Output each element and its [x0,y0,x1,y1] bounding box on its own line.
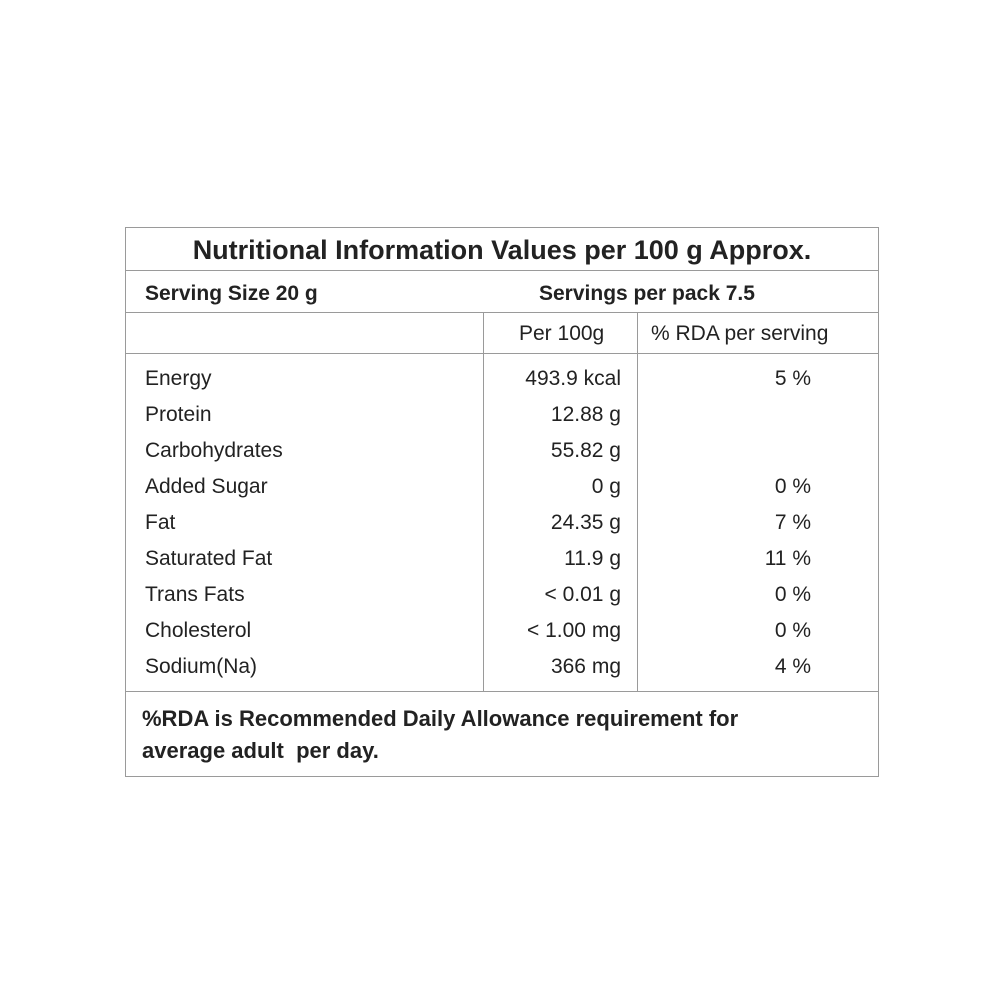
divider [126,312,878,313]
nutrient-name: Cholesterol [145,619,252,642]
rda-per-serving: 7 % [774,511,811,534]
per-100g: 55.82 g [550,439,621,462]
nutrient-name: Sodium(Na) [145,655,258,678]
per-100g: < 0.01 g [544,583,621,606]
servings-per-pack: Servings per pack 7.5 [539,282,755,305]
table-title: Nutritional Information Values per 100 g… [192,235,812,265]
per-100g: 366 mg [550,655,621,678]
nutrient-name: Added Sugar [145,475,268,498]
divider [126,270,878,271]
per-100g: 24.35 g [550,511,621,534]
divider [126,353,878,354]
nutrient-name: Carbohydrates [145,439,283,462]
serving-size: Serving Size 20 g [145,282,318,305]
column-header: % RDA per serving [651,322,829,345]
footnote: average adult per day. [142,738,379,763]
rda-per-serving: 0 % [774,619,811,642]
rda-per-serving: 5 % [774,367,811,390]
nutrient-name: Energy [145,367,212,390]
per-100g: 493.9 kcal [525,367,621,390]
per-100g: 12.88 g [550,403,621,426]
nutrient-name: Fat [145,511,176,534]
divider [483,312,484,691]
divider [637,312,638,691]
per-100g: < 1.00 mg [527,619,621,642]
per-100g: 11.9 g [564,547,621,570]
rda-per-serving: 11 % [764,547,811,570]
nutrient-name: Saturated Fat [145,547,273,570]
divider [126,691,878,692]
footnote: %RDA is Recommended Daily Allowance requ… [142,706,739,731]
nutrition-table: Nutritional Information Values per 100 g… [125,227,879,777]
nutrient-name: Trans Fats [145,583,245,606]
column-header: Per 100g [519,322,605,345]
per-100g: 0 g [591,475,621,498]
rda-per-serving: 4 % [774,655,811,678]
rda-per-serving: 0 % [774,583,811,606]
rda-per-serving: 0 % [774,475,811,498]
nutrient-name: Protein [145,403,212,426]
